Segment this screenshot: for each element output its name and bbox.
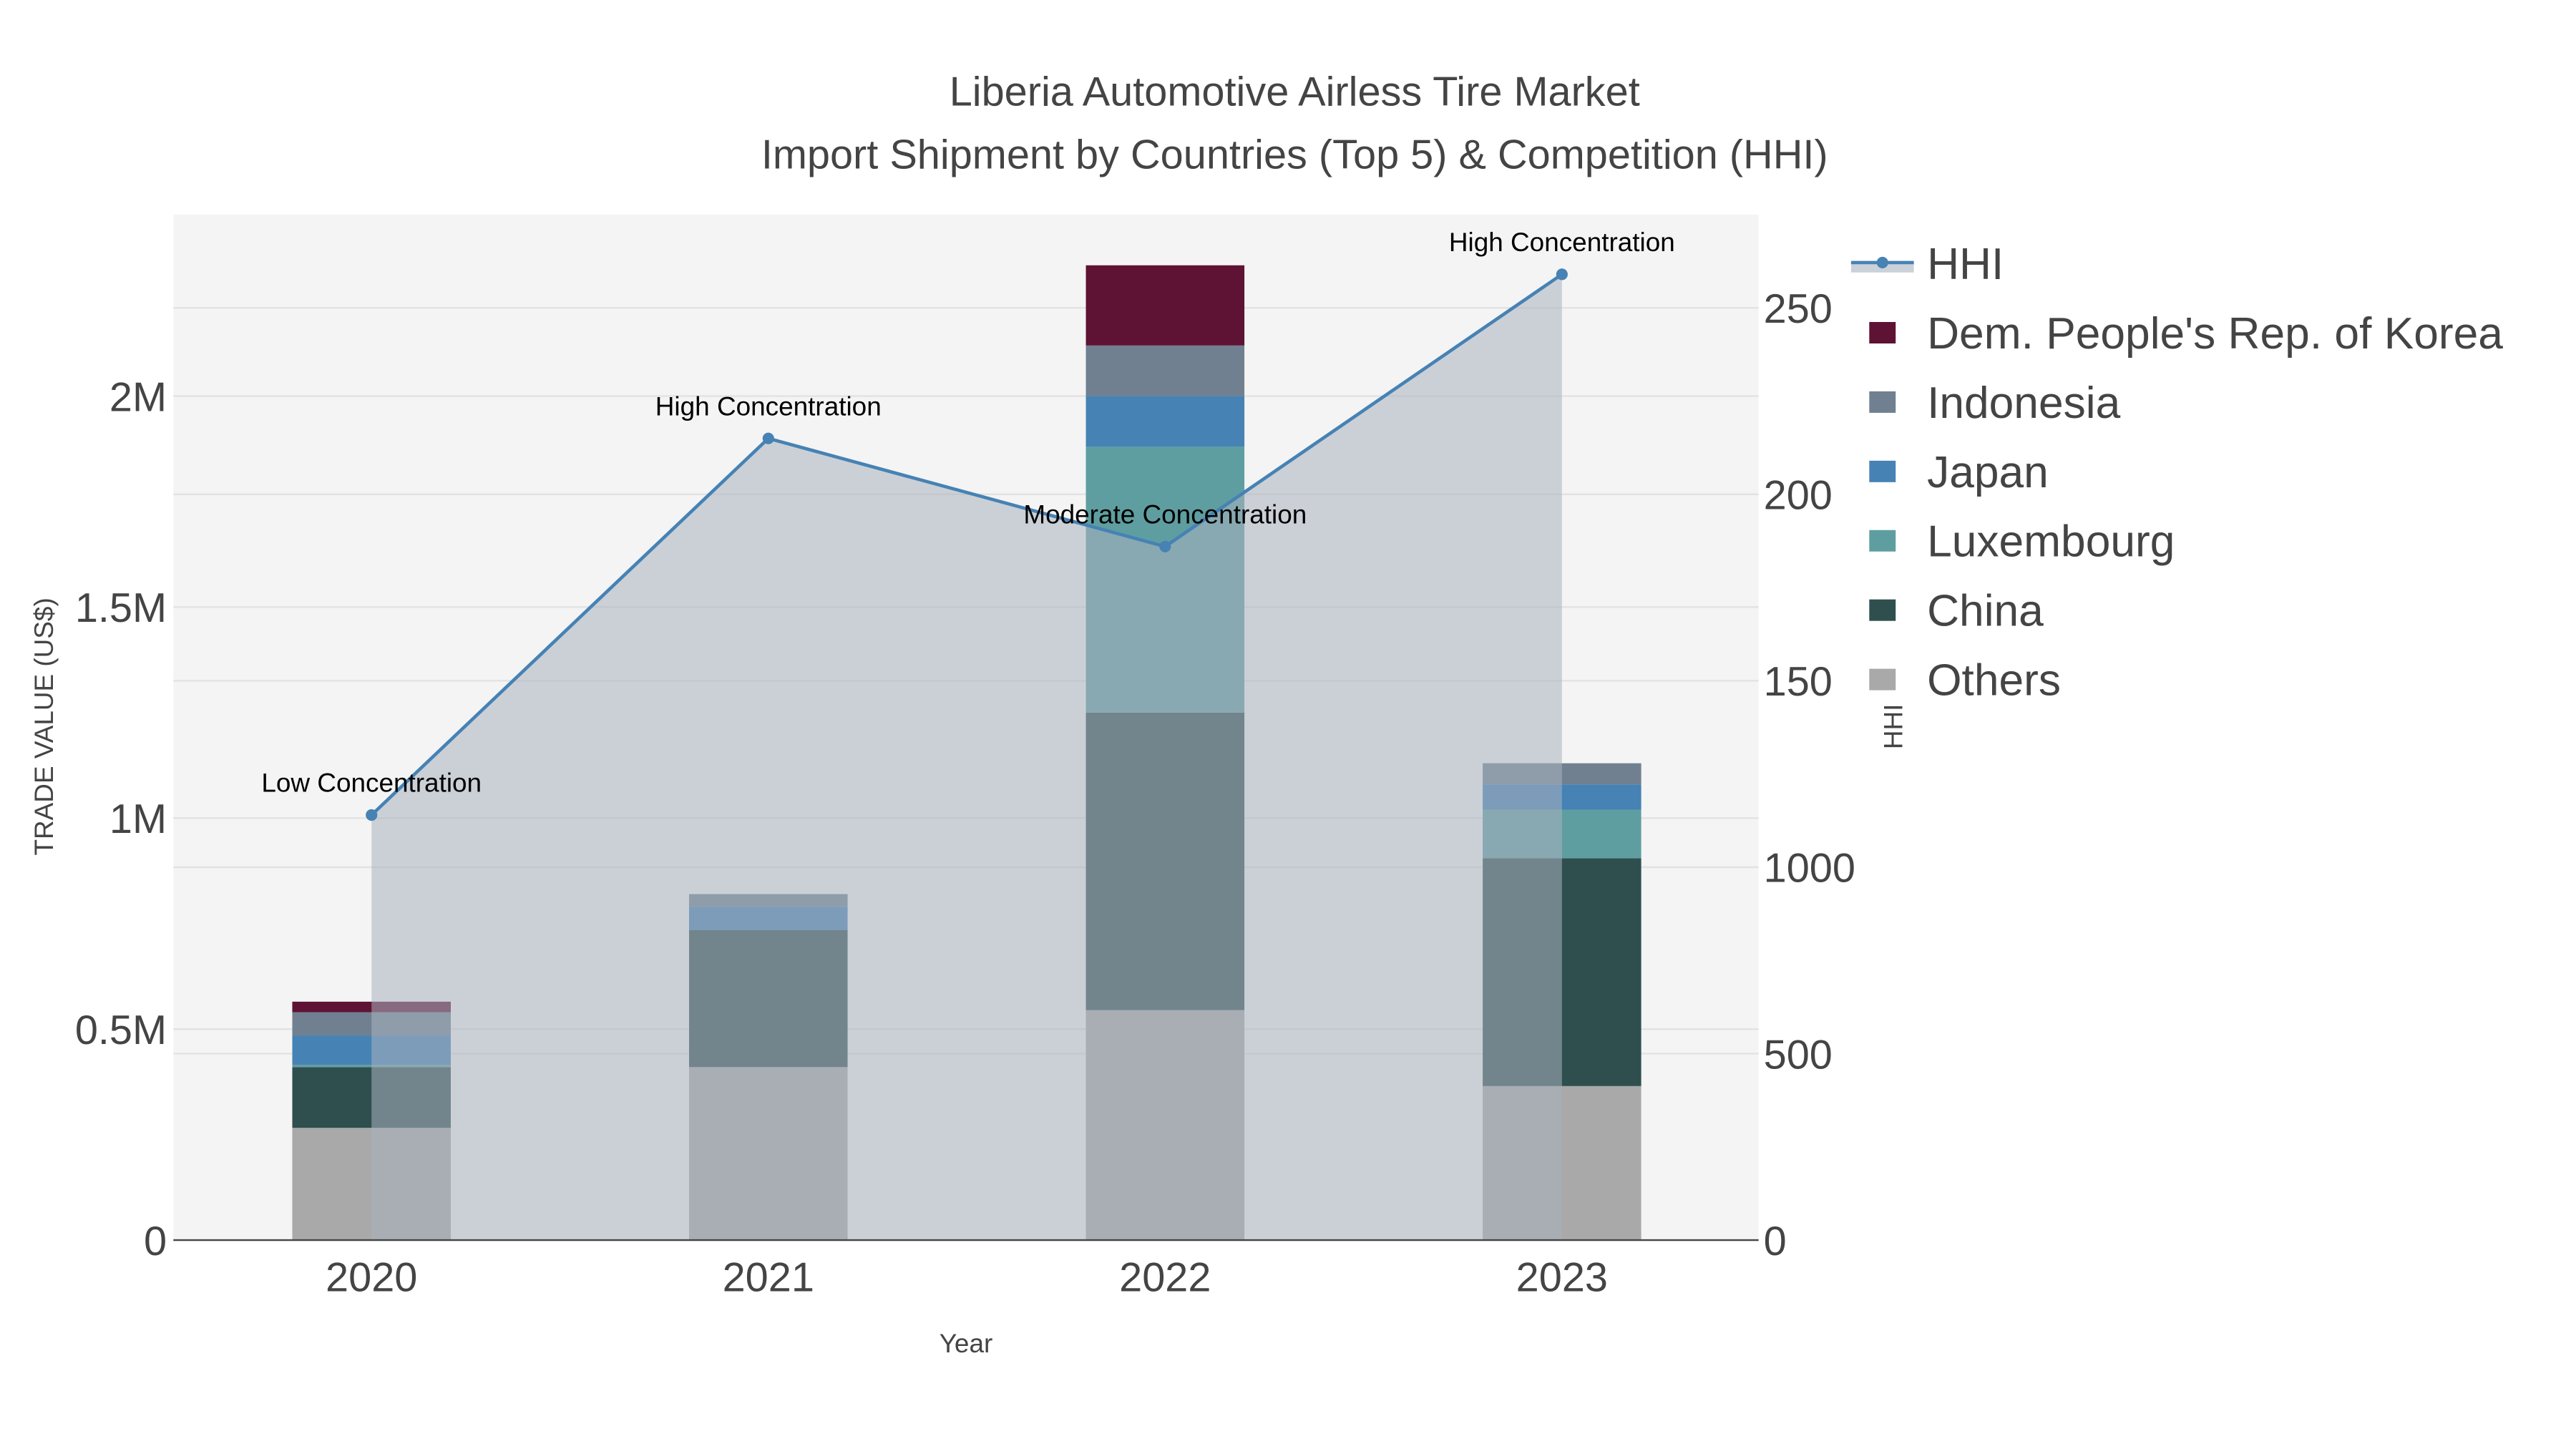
hhi-annotation: High Concentration xyxy=(1449,228,1675,257)
y2-axis-title: HHI xyxy=(1878,704,1908,750)
chart-subtitle: Import Shipment by Countries (Top 5) & C… xyxy=(761,132,1828,177)
legend-swatch xyxy=(1869,599,1896,621)
hhi-annotation: High Concentration xyxy=(655,391,882,421)
legend-item[interactable]: Luxembourg xyxy=(1927,517,2175,567)
y2-tick-label: 0 xyxy=(1764,1219,1787,1264)
legend-item[interactable]: Japan xyxy=(1927,448,2049,497)
y2-tick-label: 150 xyxy=(1764,659,1833,705)
hhi-point[interactable] xyxy=(1159,540,1171,552)
y2-tick-label: 200 xyxy=(1764,473,1833,519)
hhi-area xyxy=(371,274,1562,1241)
hhi-annotation: Moderate Concentration xyxy=(1023,499,1307,529)
y-tick-label: 1M xyxy=(109,796,167,842)
y-tick-label: 0 xyxy=(144,1219,167,1264)
legend-swatch xyxy=(1869,391,1896,413)
y2-tick-label: 1000 xyxy=(1764,846,1855,892)
legend-item[interactable]: HHI xyxy=(1927,240,2004,289)
hhi-point[interactable] xyxy=(1556,268,1568,280)
hhi-point[interactable] xyxy=(366,809,378,821)
legend-swatch xyxy=(1869,530,1896,552)
bar-dem-people-s-rep-of-korea-2022[interactable] xyxy=(1085,265,1245,346)
y-tick-label: 1.5M xyxy=(75,585,167,631)
legend-item[interactable]: Dem. People's Rep. of Korea xyxy=(1927,309,2503,358)
y-tick-label: 2M xyxy=(109,374,167,420)
hhi-point[interactable] xyxy=(762,432,774,444)
legend-item[interactable]: Others xyxy=(1927,656,2061,706)
chart-title: Liberia Automotive Airless Tire Market xyxy=(950,69,1640,115)
x-tick-label: 2020 xyxy=(326,1255,417,1301)
legend-item[interactable]: China xyxy=(1927,587,2044,636)
legend-item[interactable]: Indonesia xyxy=(1927,379,2121,428)
hhi-line[interactable] xyxy=(370,273,1563,816)
y2-tick-label: 250 xyxy=(1764,286,1833,332)
y-axis-title: TRADE VALUE (US$) xyxy=(29,597,59,855)
x-tick-label: 2022 xyxy=(1119,1255,1211,1301)
hhi-annotation: Low Concentration xyxy=(261,769,482,798)
x-axis-title: Year xyxy=(940,1329,993,1358)
bar-japan-2022[interactable] xyxy=(1085,396,1245,447)
x-tick-label: 2021 xyxy=(723,1255,814,1301)
x-tick-label: 2023 xyxy=(1516,1255,1608,1301)
y-tick-label: 0.5M xyxy=(75,1008,167,1053)
legend-swatch xyxy=(1869,322,1896,343)
legend-swatch xyxy=(1869,460,1896,482)
legend-swatch xyxy=(1869,668,1896,691)
legend: HHI Dem. People's Rep. of Korea Indonesia J… xyxy=(1850,240,2503,706)
legend-hhi-marker xyxy=(1876,256,1888,268)
bar-indonesia-2022[interactable] xyxy=(1085,345,1245,396)
y2-tick-label: 500 xyxy=(1764,1032,1833,1078)
